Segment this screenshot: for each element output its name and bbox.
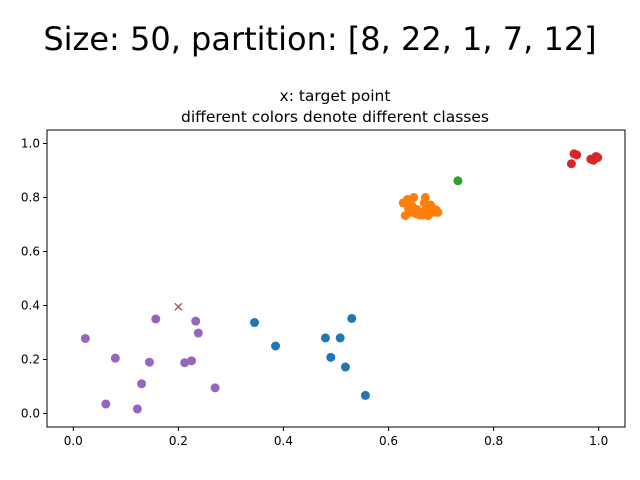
data-point-class-1 [271,341,281,351]
data-point-class-5 [193,328,203,338]
data-point-class-5 [132,404,142,414]
data-point-class-5 [187,356,196,366]
y-tick-label: 0.8 [21,191,40,205]
y-tick-label: 0.0 [21,407,40,421]
x-axis: 0.0 0.2 0.4 0.6 0.8 1.0 [64,427,608,448]
x-tick-label: 0.0 [64,434,83,448]
x-tick-label: 0.6 [379,434,398,448]
data-point-class-5 [137,379,147,389]
x-tick-label: 0.2 [169,434,188,448]
data-point-class-5 [101,399,111,409]
data-point-class-3 [453,176,463,186]
y-axis: 0.0 0.2 0.4 0.6 0.8 1.0 [21,137,47,421]
data-point-class-1 [320,333,330,343]
data-point-class-2 [420,193,430,202]
data-point-class-2 [409,193,419,202]
target-point-marker [174,302,183,311]
x-tick-label: 0.8 [484,434,503,448]
data-point-class-2 [433,207,443,217]
x-tick-label: 0.4 [274,434,293,448]
plot-frame [46,129,626,428]
data-point-class-1 [360,390,370,400]
data-point-class-1 [340,362,350,372]
data-point-class-2 [415,210,425,220]
figure-suptitle: Size: 50, partition: [8, 22, 1, 7, 12] [43,20,596,58]
data-point-class-4 [566,159,576,169]
chart-title-line-1: x: target point [280,87,391,105]
data-point-class-5 [80,333,90,343]
data-point-class-1 [335,333,345,343]
y-tick-label: 0.4 [21,299,40,313]
data-point-class-5 [144,357,154,367]
data-point-class-4 [593,153,603,163]
y-tick-label: 0.6 [21,245,40,259]
x-tick-label: 1.0 [589,434,608,448]
scatter-points [80,149,603,414]
data-point-class-1 [326,352,336,362]
data-point-class-1 [250,318,260,328]
chart-title-line-2: different colors denote different classe… [181,108,489,126]
data-point-class-5 [180,358,190,368]
data-point-class-5 [191,316,201,326]
y-tick-label: 1.0 [21,137,40,151]
y-tick-label: 0.2 [21,353,40,367]
data-point-class-5 [110,353,120,363]
data-point-class-5 [210,383,220,393]
data-point-class-4 [572,150,582,160]
data-point-class-5 [151,314,161,324]
data-point-class-1 [347,313,357,323]
